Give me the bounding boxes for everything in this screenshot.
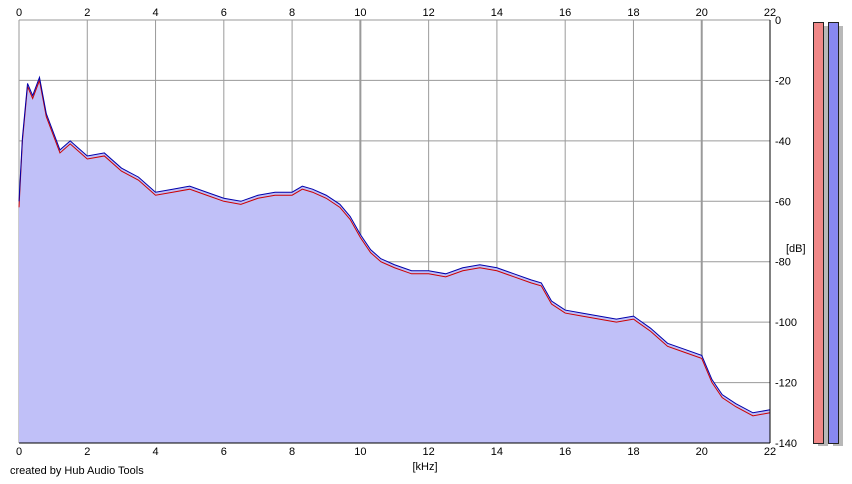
x-tick-top-1: 2 <box>84 7 90 19</box>
x-tick-bottom-7: 14 <box>491 446 503 458</box>
x-tick-bottom-10: 20 <box>696 446 708 458</box>
level-meter-left <box>813 22 824 444</box>
x-tick-top-9: 18 <box>627 7 639 19</box>
x-tick-top-7: 14 <box>491 7 503 19</box>
x-tick-top-2: 4 <box>152 7 158 19</box>
level-meter-right <box>828 22 839 444</box>
series-line-1 <box>18 75 771 414</box>
y-tick-4: -80 <box>775 257 791 269</box>
y-tick-2: -40 <box>775 136 791 148</box>
x-tick-bottom-2: 4 <box>152 446 158 458</box>
y-tick-3: -60 <box>775 196 791 208</box>
x-tick-bottom-9: 18 <box>627 446 639 458</box>
y-tick-1: -20 <box>775 75 791 87</box>
x-tick-top-8: 16 <box>559 7 571 19</box>
x-tick-top-5: 10 <box>354 7 366 19</box>
x-tick-labels-bottom: 0 2 4 6 8 10 12 14 16 18 20 22 <box>16 446 776 458</box>
x-tick-top-0: 0 <box>16 7 22 19</box>
x-tick-labels-top: 0 2 4 6 8 10 12 14 16 18 20 22 <box>16 7 776 19</box>
spectrum-lines <box>18 75 771 417</box>
x-tick-top-4: 8 <box>289 7 295 19</box>
x-axis-label: [kHz] <box>412 461 437 473</box>
x-tick-top-10: 20 <box>696 7 708 19</box>
credit-text: created by Hub Audio Tools <box>10 465 144 477</box>
x-tick-bottom-3: 6 <box>221 446 227 458</box>
x-tick-bottom-0: 0 <box>16 446 22 458</box>
series-line-0 <box>18 78 771 417</box>
x-tick-bottom-11: 22 <box>764 446 776 458</box>
y-tick-labels: 0 -20 -40 -60 -80 -100 -120 -140 <box>775 15 797 450</box>
x-tick-bottom-5: 10 <box>354 446 366 458</box>
y-tick-0: 0 <box>775 15 781 27</box>
y-tick-7: -140 <box>775 438 797 450</box>
x-tick-top-11: 22 <box>764 7 776 19</box>
x-tick-bottom-6: 12 <box>423 446 435 458</box>
x-tick-bottom-4: 8 <box>289 446 295 458</box>
spectrum-area <box>19 77 770 444</box>
spectrum-fill <box>19 77 770 444</box>
x-tick-top-6: 12 <box>423 7 435 19</box>
x-tick-bottom-8: 16 <box>559 446 571 458</box>
x-tick-bottom-1: 2 <box>84 446 90 458</box>
y-tick-6: -120 <box>775 378 797 390</box>
y-axis-label: [dB] <box>786 243 806 255</box>
y-tick-5: -100 <box>775 317 797 329</box>
x-tick-top-3: 6 <box>221 7 227 19</box>
